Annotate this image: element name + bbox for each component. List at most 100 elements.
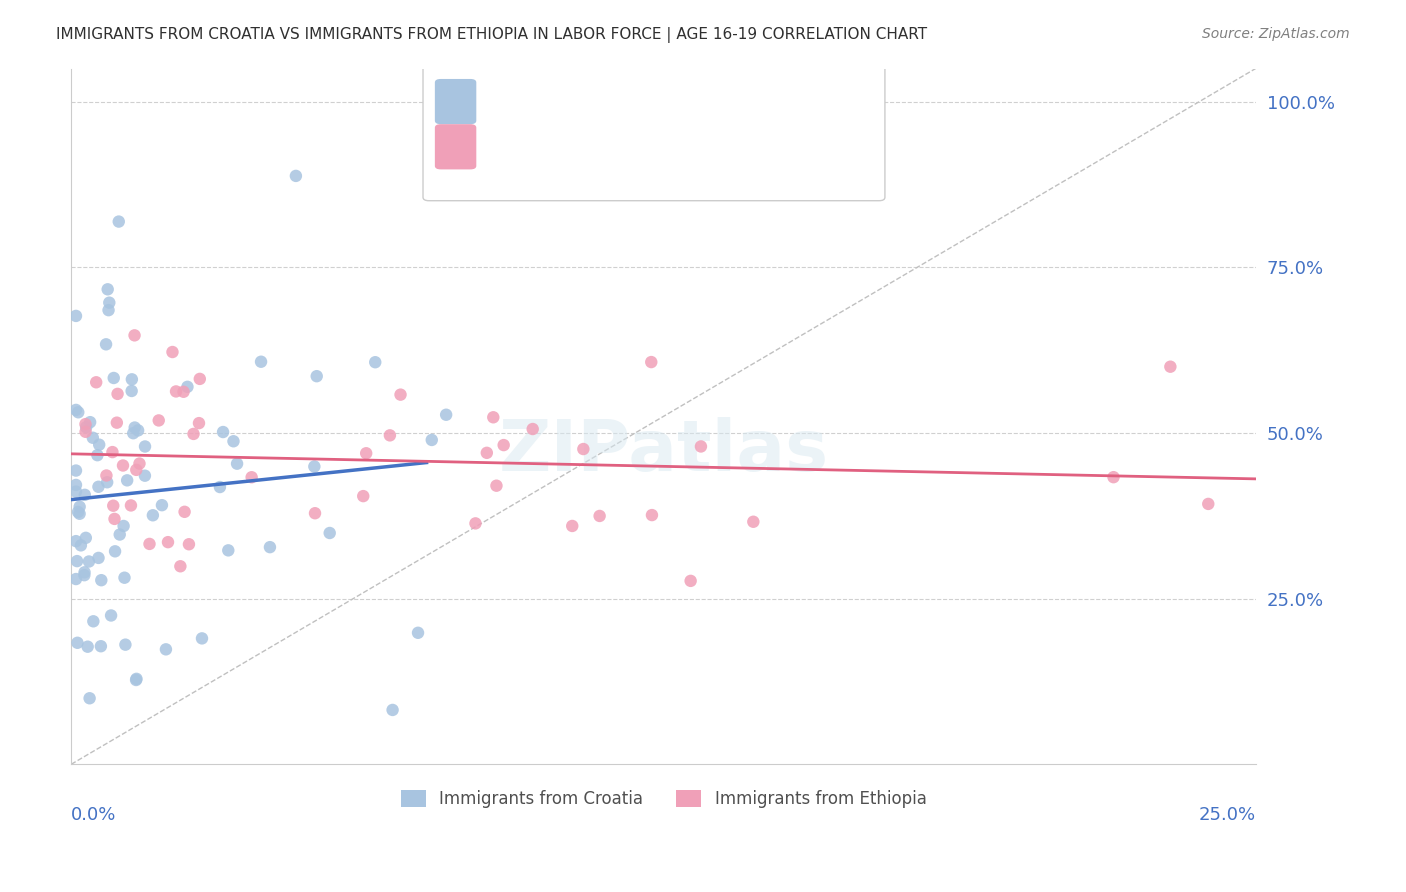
Immigrants from Ethiopia [378, 428, 401, 442]
Immigrants from Croatia [65, 403, 87, 417]
Immigrants from Croatia [66, 636, 89, 650]
Immigrants from Croatia [100, 608, 122, 623]
Immigrants from Ethiopia [75, 425, 97, 439]
Immigrants from Croatia [79, 415, 101, 429]
Immigrants from Croatia [155, 642, 177, 657]
Immigrants from Croatia [191, 632, 214, 646]
Immigrants from Croatia [226, 457, 249, 471]
Immigrants from Croatia [82, 615, 104, 629]
Immigrants from Croatia [406, 625, 429, 640]
Immigrants from Croatia [104, 544, 127, 558]
Immigrants from Ethiopia [485, 479, 508, 493]
Immigrants from Croatia [176, 380, 198, 394]
Immigrants from Ethiopia [188, 416, 211, 430]
Immigrants from Ethiopia [572, 442, 595, 456]
Immigrants from Croatia [65, 484, 87, 499]
Immigrants from Croatia [114, 638, 136, 652]
Immigrants from Ethiopia [561, 519, 583, 533]
Immigrants from Ethiopia [75, 417, 97, 431]
Immigrants from Croatia [217, 543, 239, 558]
Immigrants from Croatia [250, 355, 273, 369]
Immigrants from Croatia [94, 337, 117, 351]
Immigrants from Croatia [65, 464, 87, 478]
Immigrants from Ethiopia [162, 345, 184, 359]
Immigrants from Croatia [125, 673, 148, 687]
Immigrants from Croatia [70, 538, 93, 552]
Text: 0.266: 0.266 [530, 136, 586, 154]
Immigrants from Croatia [208, 480, 231, 494]
Immigrants from Croatia [73, 488, 96, 502]
Immigrants from Croatia [304, 459, 326, 474]
Immigrants from Croatia [97, 303, 120, 318]
Immigrants from Croatia [222, 434, 245, 449]
Text: IMMIGRANTS FROM CROATIA VS IMMIGRANTS FROM ETHIOPIA IN LABOR FORCE | AGE 16-19 C: IMMIGRANTS FROM CROATIA VS IMMIGRANTS FR… [56, 27, 928, 43]
Immigrants from Croatia [381, 703, 404, 717]
Immigrants from Croatia [125, 672, 148, 686]
Text: 25.0%: 25.0% [1198, 806, 1256, 824]
Immigrants from Croatia [86, 448, 108, 462]
Immigrants from Croatia [121, 372, 143, 386]
Immigrants from Ethiopia [173, 505, 195, 519]
Immigrants from Ethiopia [690, 440, 713, 454]
Immigrants from Ethiopia [742, 515, 765, 529]
Immigrants from Croatia [107, 214, 129, 228]
Immigrants from Ethiopia [96, 468, 118, 483]
Text: R =: R = [482, 87, 522, 105]
Immigrants from Croatia [90, 639, 112, 653]
Immigrants from Croatia [420, 433, 443, 447]
Immigrants from Croatia [76, 640, 98, 654]
Immigrants from Ethiopia [103, 499, 125, 513]
Immigrants from Ethiopia [354, 446, 377, 460]
Immigrants from Ethiopia [522, 422, 544, 436]
Immigrants from Ethiopia [103, 512, 125, 526]
Immigrants from Croatia [97, 282, 120, 296]
Text: 49: 49 [672, 136, 697, 154]
Immigrants from Croatia [75, 420, 97, 434]
Immigrants from Ethiopia [84, 376, 107, 390]
Immigrants from Croatia [87, 550, 110, 565]
Immigrants from Ethiopia [165, 384, 187, 399]
Immigrants from Croatia [259, 540, 281, 554]
Immigrants from Croatia [142, 508, 165, 523]
Immigrants from Ethiopia [128, 457, 150, 471]
Immigrants from Croatia [67, 405, 90, 419]
Immigrants from Croatia [122, 426, 145, 441]
Immigrants from Ethiopia [105, 416, 128, 430]
Text: ZIPatlas: ZIPatlas [498, 417, 828, 485]
Immigrants from Ethiopia [588, 508, 610, 523]
Immigrants from Croatia [82, 431, 104, 445]
Immigrants from Ethiopia [240, 470, 263, 484]
Immigrants from Croatia [75, 531, 97, 545]
Immigrants from Ethiopia [173, 384, 195, 399]
Immigrants from Croatia [66, 554, 89, 568]
Immigrants from Ethiopia [148, 413, 170, 427]
Immigrants from Ethiopia [640, 355, 662, 369]
Immigrants from Croatia [124, 420, 146, 434]
Immigrants from Ethiopia [304, 506, 326, 520]
Immigrants from Ethiopia [482, 410, 505, 425]
Immigrants from Ethiopia [389, 387, 412, 401]
Immigrants from Croatia [69, 500, 91, 514]
Immigrants from Croatia [305, 369, 328, 384]
Immigrants from Croatia [69, 507, 91, 521]
Immigrants from Croatia [121, 384, 143, 398]
Immigrants from Ethiopia [111, 458, 134, 473]
Immigrants from Croatia [434, 408, 457, 422]
Immigrants from Ethiopia [101, 445, 124, 459]
Text: 75: 75 [672, 87, 697, 105]
Immigrants from Croatia [98, 295, 121, 310]
Immigrants from Ethiopia [138, 537, 160, 551]
Immigrants from Ethiopia [1102, 470, 1125, 484]
Immigrants from Croatia [73, 568, 96, 582]
FancyBboxPatch shape [434, 124, 477, 169]
Immigrants from Ethiopia [464, 516, 486, 531]
Legend: Immigrants from Croatia, Immigrants from Ethiopia: Immigrants from Croatia, Immigrants from… [394, 783, 934, 815]
Immigrants from Croatia [87, 480, 110, 494]
Immigrants from Croatia [67, 505, 90, 519]
FancyBboxPatch shape [434, 79, 477, 124]
Immigrants from Croatia [65, 572, 87, 586]
Immigrants from Ethiopia [1197, 497, 1219, 511]
Immigrants from Croatia [77, 554, 100, 568]
Immigrants from Ethiopia [1159, 359, 1181, 374]
Immigrants from Ethiopia [177, 537, 200, 551]
